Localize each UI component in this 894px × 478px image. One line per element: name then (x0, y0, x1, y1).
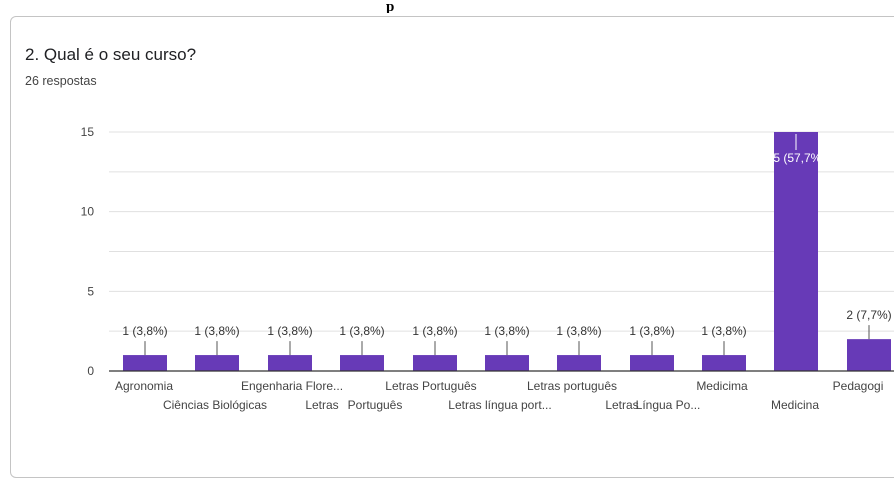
bar (123, 355, 167, 371)
bar-chart: 0 5 10 15 1 (3,8%) 1 (3,8%) 1 (3,8%) 1 (3,8%) 1 … (81, 125, 894, 412)
x-tick-label: Ciências Biológicas (163, 398, 267, 412)
x-tick-label: Pedagogi (833, 379, 884, 393)
bar (195, 355, 239, 371)
data-label: 1 (3,8%) (122, 324, 167, 338)
data-label: 1 (3,8%) (701, 324, 746, 338)
data-label: 2 (7,7%) (846, 308, 891, 322)
data-label: 1 (3,8%) (267, 324, 312, 338)
x-tick-label: Língua Po... (636, 398, 701, 412)
x-tick-label: Agronomia (115, 379, 173, 393)
bar (847, 339, 891, 371)
question-title: 2. Qual é o seu curso? (25, 45, 197, 64)
x-tick-label: Letras (605, 398, 638, 412)
y-tick-label: 10 (81, 205, 95, 219)
x-tick-label: Letras língua port... (448, 398, 551, 412)
data-label: 1 (3,8%) (194, 324, 239, 338)
y-tick-label: 0 (87, 364, 94, 378)
x-tick-label: Medicina (771, 398, 819, 412)
bar (630, 355, 674, 371)
bar (413, 355, 457, 371)
bar (774, 132, 818, 371)
data-label: 1 (3,8%) (412, 324, 457, 338)
x-tick-label: Português (348, 398, 403, 412)
x-tick-label: Letras português (527, 379, 617, 393)
bar (702, 355, 746, 371)
data-label: 1 (3,8%) (556, 324, 601, 338)
x-tick-label: Medicima (696, 379, 748, 393)
data-label: 1 (3,8%) (339, 324, 384, 338)
x-tick-label: Letras (305, 398, 338, 412)
data-label: 1 (3,8%) (629, 324, 674, 338)
page-top-text-fragment: p (386, 0, 395, 13)
response-count: 26 respostas (25, 74, 97, 88)
bar (268, 355, 312, 371)
data-label: 1 (3,8%) (484, 324, 529, 338)
x-tick-label: Engenharia Flore... (241, 379, 343, 393)
y-tick-label: 15 (81, 125, 95, 139)
y-tick-label: 5 (87, 284, 94, 298)
bar (340, 355, 384, 371)
question-card (10, 16, 894, 478)
bar (485, 355, 529, 371)
data-label: 15 (57,7%) (767, 151, 826, 165)
bar (557, 355, 601, 371)
x-tick-label: Letras Português (385, 379, 476, 393)
